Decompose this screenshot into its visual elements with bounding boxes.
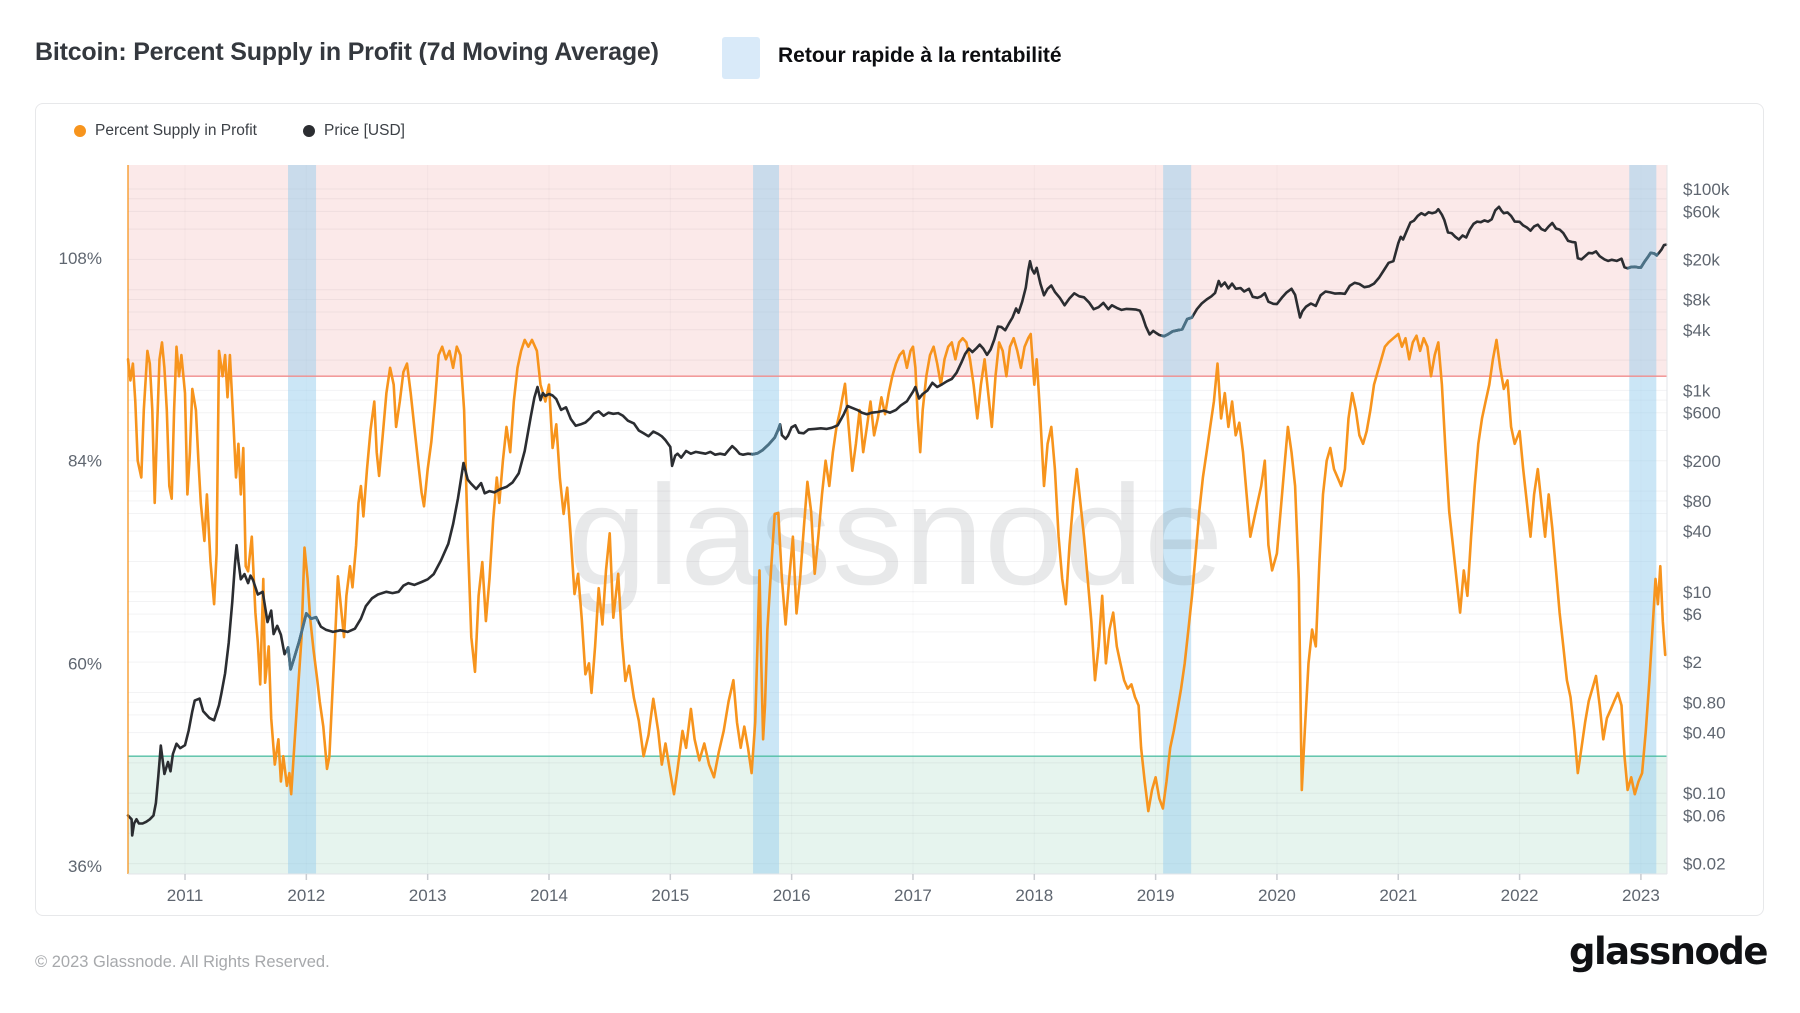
right-axis-tick-label: $0.02 (1683, 855, 1726, 874)
highlight-band-label: Retour rapide à la rentabilité (778, 44, 1062, 67)
chart-card: glassnode 36% 60% 84% 108% $100k $60k $20k $8k $4… (35, 103, 1764, 916)
zone-below-lower-threshold (128, 756, 1667, 874)
legend-item-price-usd[interactable]: Price [USD] (302, 122, 405, 140)
right-axis-tick-label: $100k (1683, 180, 1730, 199)
right-axis-tick-label: $40 (1683, 522, 1711, 541)
right-axis-tick-label: $600 (1683, 404, 1721, 423)
right-axis-tick-label: $6 (1683, 605, 1702, 624)
legend-label: Percent Supply in Profit (95, 122, 257, 139)
zone-above-upper-threshold (128, 165, 1667, 377)
right-axis-tick-label: $10 (1683, 583, 1711, 602)
chart-legend: Percent Supply in Profit Price [USD] (74, 122, 405, 140)
right-axis-tick-label: $8k (1683, 290, 1711, 309)
right-axis-tick-label: $20k (1683, 250, 1720, 269)
right-axis-tick-label: $200 (1683, 452, 1721, 471)
right-axis-tick-label: $0.10 (1683, 784, 1726, 803)
x-axis-year-label: 2022 (1501, 886, 1539, 905)
x-axis-year-label: 2023 (1622, 886, 1660, 905)
left-axis-tick-label: 84% (68, 452, 102, 471)
right-axis-tick-label: $4k (1683, 321, 1711, 340)
x-axis-year-label: 2017 (894, 886, 932, 905)
x-axis-year-label: 2011 (167, 886, 204, 905)
right-axis-tick-label: $2 (1683, 653, 1702, 672)
right-axis-tick-label: $0.40 (1683, 724, 1726, 743)
right-axis-tick-label: $80 (1683, 492, 1711, 511)
x-axis-year-label: 2014 (530, 886, 568, 905)
chart-canvas[interactable]: glassnode 36% 60% 84% 108% $100k $60k $20k $8k $4… (36, 104, 1763, 915)
x-axis-year-label: 2016 (773, 886, 811, 905)
left-axis-tick-label: 36% (68, 857, 102, 876)
legend-dot-icon (74, 125, 86, 137)
legend-label: Price [USD] (323, 122, 405, 139)
x-axis-year-label: 2012 (287, 886, 325, 905)
right-axis-tick-label: $60k (1683, 202, 1720, 221)
right-axis-tick-label: $1k (1683, 381, 1711, 400)
left-axis-tick-label: 108% (59, 249, 102, 268)
right-axis-tick-label: $0.80 (1683, 693, 1726, 712)
x-axis-year-label: 2021 (1379, 886, 1417, 905)
x-axis-year-label: 2020 (1258, 886, 1296, 905)
highlight-band-swatch (722, 37, 760, 79)
percent-supply-in-profit-line (126, 332, 1667, 813)
grid-lines (128, 188, 1667, 865)
page-title: Bitcoin: Percent Supply in Profit (7d Mo… (35, 38, 659, 66)
axis-labels: 36% 60% 84% 108% $100k $60k $20k $8k $4k $1k $600 $… (59, 180, 1730, 905)
glassnode-watermark: glassnode (568, 456, 1224, 615)
right-axis-tick-label: $0.06 (1683, 807, 1726, 826)
x-axis-year-label: 2015 (651, 886, 689, 905)
legend-dot-icon (302, 125, 315, 137)
price-usd-line (126, 205, 1668, 837)
x-axis-year-label: 2013 (409, 886, 447, 905)
x-axis-year-label: 2018 (1015, 886, 1053, 905)
copyright-text: © 2023 Glassnode. All Rights Reserved. (35, 953, 330, 971)
legend-item-percent-supply-in-profit[interactable]: Percent Supply in Profit (74, 122, 257, 140)
left-axis-tick-label: 60% (68, 654, 102, 673)
glassnode-logo: glassnode (1568, 930, 1769, 973)
x-axis-year-label: 2019 (1137, 886, 1175, 905)
